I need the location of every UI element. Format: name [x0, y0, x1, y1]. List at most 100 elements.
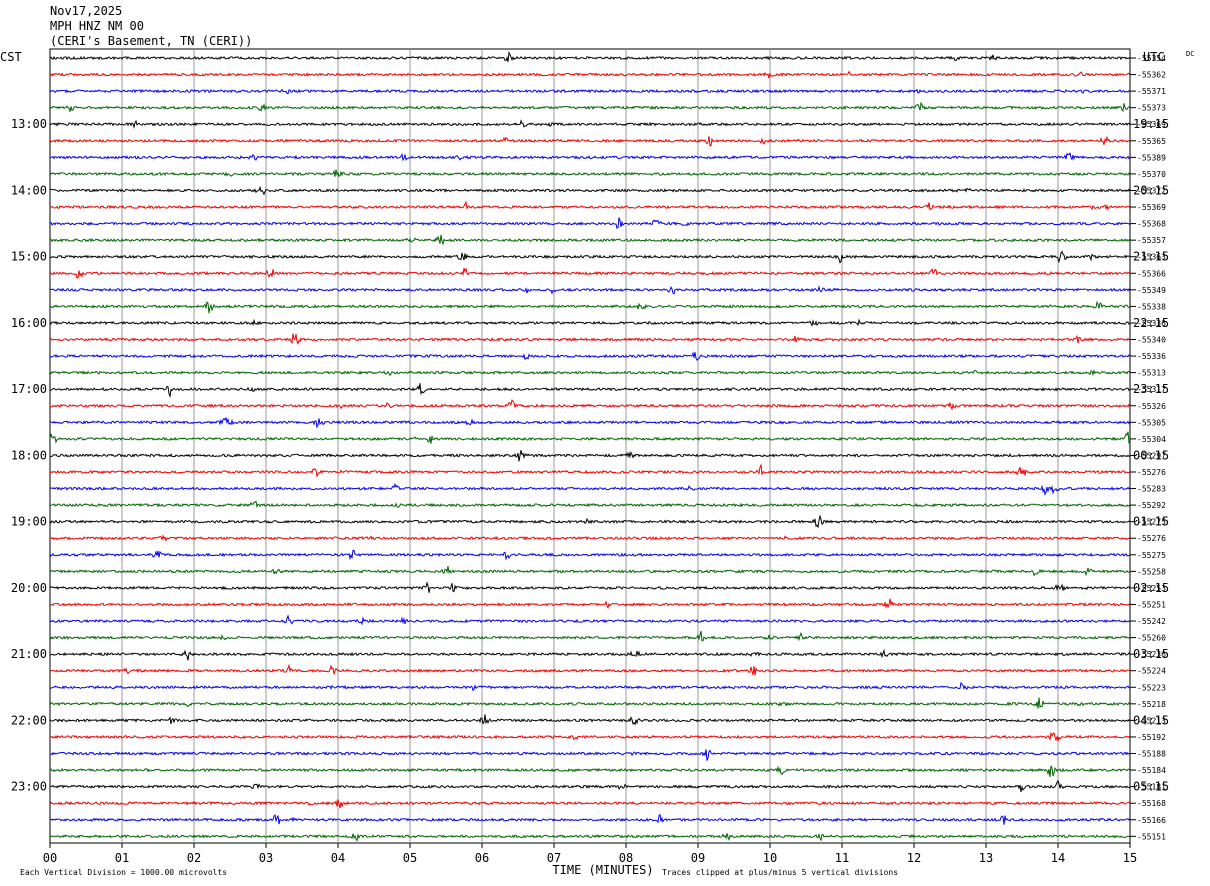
seismic-trace	[49, 714, 1131, 726]
dc-offset-label: -55369	[1137, 120, 1166, 129]
seismic-trace	[49, 731, 1131, 742]
dc-offset-label: -55357	[1137, 236, 1166, 245]
seismic-trace	[49, 50, 1131, 62]
x-tick-label: 08	[619, 851, 633, 865]
dc-offset-label: -55192	[1137, 733, 1166, 742]
seismic-trace	[49, 813, 1131, 825]
seismic-trace	[49, 351, 1131, 361]
seismic-trace	[49, 832, 1131, 842]
seismic-trace	[49, 463, 1131, 478]
seismic-trace	[49, 333, 1131, 346]
seismic-trace	[49, 681, 1131, 692]
dc-offset-label: -55326	[1137, 402, 1166, 411]
x-tick-label: 00	[43, 851, 57, 865]
seismic-trace	[49, 383, 1131, 399]
dc-offset-label: -55181	[1137, 783, 1166, 792]
x-tick-label: 10	[763, 851, 777, 865]
dc-offset-label: -55297	[1137, 451, 1166, 460]
dc-offset-label: -55276	[1137, 468, 1166, 477]
seismic-trace	[49, 300, 1131, 314]
dc-offset-label: -55260	[1137, 634, 1166, 643]
dc-offset-label: -55151	[1137, 832, 1166, 841]
seismic-trace	[49, 630, 1131, 642]
seismic-trace	[49, 70, 1131, 79]
seismic-trace	[49, 234, 1131, 246]
dc-offset-label: -55354	[1137, 54, 1166, 63]
dc-offset-label: -55213	[1137, 716, 1166, 725]
left-hour-label: 23:00	[11, 780, 47, 794]
dc-offset-label: -55188	[1137, 750, 1166, 759]
dc-offset-label: -55371	[1137, 87, 1166, 96]
seismic-trace	[49, 549, 1131, 561]
dc-offset-label: -55236	[1137, 650, 1166, 659]
seismic-trace	[49, 250, 1131, 264]
dc-offset-label: -55251	[1137, 600, 1166, 609]
x-tick-label: 05	[403, 851, 417, 865]
seismic-trace	[49, 101, 1131, 113]
location-label: (CERI's Basement, TN (CERI))	[50, 34, 253, 48]
x-tick-label: 11	[835, 851, 849, 865]
dc-offset-label: -55275	[1137, 551, 1166, 560]
dc-offset-label: -55224	[1137, 667, 1166, 676]
right-hour-label: 04:15	[1133, 713, 1169, 727]
dc-offset-label: -55373	[1137, 104, 1166, 113]
clip-footnote: Traces clipped at plus/minus 5 vertical …	[662, 868, 898, 877]
seismic-trace	[49, 614, 1131, 626]
right-timezone-label: UTC	[1143, 50, 1165, 64]
dc-offset-label: -55370	[1137, 170, 1166, 179]
left-timezone-label: CST	[0, 50, 22, 64]
left-hour-label: 19:00	[11, 515, 47, 529]
left-hour-label: 20:00	[11, 581, 47, 595]
left-hour-label: 21:00	[11, 647, 47, 661]
left-hour-label: 17:00	[11, 382, 47, 396]
dc-offset-label: -55366	[1137, 269, 1166, 278]
dc-offset-label: -55338	[1137, 302, 1166, 311]
right-hour-label: 21:15	[1133, 250, 1169, 264]
dc-offset-label: -55276	[1137, 534, 1166, 543]
seismic-trace	[49, 482, 1131, 496]
seismic-trace	[49, 779, 1131, 793]
seismic-trace	[49, 450, 1131, 462]
seismic-trace	[49, 749, 1131, 761]
left-hour-label: 16:00	[11, 316, 47, 330]
right-hour-label: 22:15	[1133, 316, 1169, 330]
seismic-trace	[49, 399, 1131, 411]
seismic-trace	[49, 416, 1131, 429]
dc-offset-label: -55275	[1137, 518, 1166, 527]
dc-label: DC	[1186, 50, 1194, 58]
seismic-trace	[49, 169, 1131, 178]
seismic-trace	[49, 581, 1131, 593]
seismic-trace	[49, 565, 1131, 577]
right-hour-label: 19:15	[1133, 117, 1169, 131]
x-tick-label: 13	[979, 851, 993, 865]
seismic-trace	[49, 267, 1131, 279]
seismic-trace	[49, 217, 1131, 229]
dc-offset-label: -55292	[1137, 501, 1166, 510]
left-hour-label: 22:00	[11, 713, 47, 727]
dc-offset-label: -55218	[1137, 700, 1166, 709]
right-hour-label: 03:15	[1133, 647, 1169, 661]
dc-offset-label: -55369	[1137, 203, 1166, 212]
dc-offset-label: -55317	[1137, 385, 1166, 394]
dc-offset-label: -55305	[1137, 418, 1166, 427]
right-hour-label: 05:15	[1133, 780, 1169, 794]
x-tick-label: 01	[115, 851, 129, 865]
dc-offset-label: -55372	[1137, 186, 1166, 195]
seismic-trace	[49, 200, 1131, 211]
seismic-trace	[49, 284, 1131, 295]
x-tick-label: 06	[475, 851, 489, 865]
dc-offset-label: -55340	[1137, 336, 1166, 345]
dc-offset-label: -55223	[1137, 683, 1166, 692]
x-axis-title: TIME (MINUTES)	[552, 863, 653, 877]
dc-offset-label: -55313	[1137, 369, 1166, 378]
seismic-trace	[49, 514, 1131, 529]
right-hour-label: 20:15	[1133, 183, 1169, 197]
dc-offset-label: -55336	[1137, 352, 1166, 361]
seismic-trace	[49, 765, 1131, 778]
left-hour-label: 18:00	[11, 448, 47, 462]
x-tick-label: 15	[1123, 851, 1137, 865]
dc-offset-label: -55304	[1137, 435, 1166, 444]
seismic-trace	[49, 119, 1131, 129]
left-hour-label: 13:00	[11, 117, 47, 131]
dc-offset-label: -55368	[1137, 220, 1166, 229]
